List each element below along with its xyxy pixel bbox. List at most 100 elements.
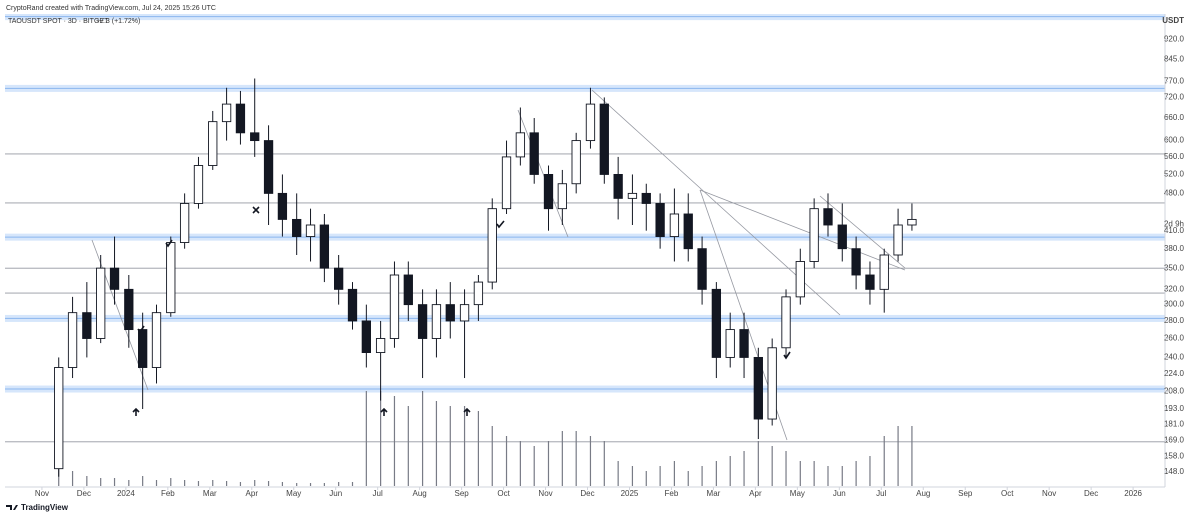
candle-body bbox=[208, 121, 218, 166]
markers bbox=[132, 206, 791, 416]
volume-bar bbox=[715, 461, 717, 486]
volume-bar bbox=[281, 482, 284, 486]
y-tick-label: 300.0 bbox=[1164, 300, 1185, 309]
x-tick-label: Feb bbox=[161, 489, 175, 498]
volume-bar bbox=[155, 480, 158, 486]
y-tick-label: 260.0 bbox=[1164, 334, 1185, 343]
candle-body bbox=[739, 329, 749, 358]
volume-bar bbox=[365, 391, 367, 486]
candle-body bbox=[501, 156, 512, 210]
x-tick-label: Mar bbox=[707, 489, 721, 498]
candles bbox=[54, 78, 917, 477]
candle-body bbox=[305, 224, 316, 237]
y-tick-label: 350.0 bbox=[1164, 263, 1185, 272]
trend-line bbox=[517, 109, 569, 238]
trend-line bbox=[699, 189, 906, 271]
candle-body bbox=[96, 267, 106, 339]
volume-bar bbox=[505, 436, 508, 486]
cross-marker bbox=[252, 206, 260, 214]
brand: TradingView bbox=[21, 503, 69, 512]
candle-body bbox=[907, 218, 917, 226]
candle-body bbox=[767, 347, 777, 420]
x-tick-label: Feb bbox=[665, 489, 679, 498]
candle-body bbox=[879, 254, 889, 290]
candle-body bbox=[361, 320, 371, 354]
volume-bar bbox=[338, 482, 340, 486]
y-tick-label: 660.0 bbox=[1164, 113, 1185, 122]
volume-bar bbox=[855, 461, 857, 486]
x-tick-label: May bbox=[790, 489, 805, 498]
x-tick-label: 2024 bbox=[117, 489, 135, 498]
arrow-marker bbox=[380, 407, 388, 416]
candle-body bbox=[809, 208, 819, 262]
y-tick-label: 720.0 bbox=[1164, 93, 1185, 102]
candle-body bbox=[292, 218, 302, 237]
check-marker bbox=[496, 220, 505, 229]
x-tick-label: Sep bbox=[958, 489, 973, 498]
volume-bar bbox=[449, 406, 451, 486]
candle-body bbox=[697, 248, 707, 290]
x-tick-label: Jun bbox=[833, 489, 846, 498]
volume-bar bbox=[309, 483, 312, 486]
candle-body bbox=[851, 248, 861, 276]
countdown: 2d 9h bbox=[1164, 220, 1184, 229]
y-tick-label: 480.0 bbox=[1164, 189, 1185, 198]
candle-body bbox=[669, 213, 680, 237]
candle-body bbox=[250, 132, 260, 142]
volume-bar bbox=[184, 480, 186, 486]
volume-bar bbox=[659, 466, 661, 486]
y-tick-label: 148.0 bbox=[1164, 467, 1185, 476]
candle-body bbox=[641, 192, 651, 204]
candle-body bbox=[82, 312, 92, 339]
volume-bar bbox=[100, 478, 102, 486]
volume-bar bbox=[575, 431, 577, 486]
change: +7.3 (+1.72%) bbox=[96, 18, 140, 25]
candle-body bbox=[823, 208, 833, 226]
x-tick-label: May bbox=[286, 489, 301, 498]
volume-bar bbox=[113, 478, 116, 486]
volume-bar bbox=[380, 391, 382, 486]
candle-body bbox=[431, 304, 442, 339]
trend-line bbox=[819, 195, 906, 269]
x-tick-label: Dec bbox=[580, 489, 594, 498]
candle-body bbox=[711, 288, 722, 358]
y-tick-label: 410.0 bbox=[1164, 226, 1185, 235]
candle-body bbox=[515, 132, 526, 158]
candle-body bbox=[334, 267, 344, 290]
x-tick-label: Jul bbox=[876, 489, 886, 498]
candle-body bbox=[67, 312, 78, 368]
volume-bar bbox=[477, 411, 480, 486]
candle-body bbox=[781, 296, 791, 349]
x-tick-label: 2026 bbox=[1124, 489, 1142, 498]
x-tick-label: Oct bbox=[497, 489, 510, 498]
candle-body bbox=[347, 288, 358, 322]
volume-bar bbox=[323, 483, 325, 486]
volume-bar bbox=[142, 476, 144, 486]
arrow-marker bbox=[463, 407, 471, 416]
y-tick-label: 181.0 bbox=[1164, 419, 1185, 428]
candle-body bbox=[487, 208, 497, 283]
volume-bar bbox=[421, 391, 424, 486]
volume-bar bbox=[757, 441, 759, 486]
candle-body bbox=[585, 103, 596, 142]
volume-bar bbox=[883, 436, 885, 486]
volume-bar bbox=[254, 480, 256, 486]
volume-bar bbox=[673, 461, 675, 486]
y-tick-label: 193.0 bbox=[1164, 404, 1185, 413]
y-tick-label: 158.0 bbox=[1164, 451, 1185, 460]
volume-bar bbox=[519, 441, 521, 486]
candle-body bbox=[235, 103, 246, 134]
check-marker bbox=[165, 239, 173, 248]
logo-mark bbox=[6, 505, 18, 510]
volume-bar bbox=[407, 406, 409, 486]
y-tick-label: 600.0 bbox=[1164, 136, 1185, 145]
candle-body bbox=[151, 312, 162, 368]
volume-bar bbox=[212, 480, 214, 486]
candle-body bbox=[599, 103, 609, 175]
check-marker bbox=[783, 351, 791, 360]
candle-body bbox=[459, 304, 470, 322]
y-tick-label: 845.0 bbox=[1164, 55, 1185, 64]
x-tick-label: Jul bbox=[373, 489, 383, 498]
levels bbox=[5, 13, 1165, 443]
